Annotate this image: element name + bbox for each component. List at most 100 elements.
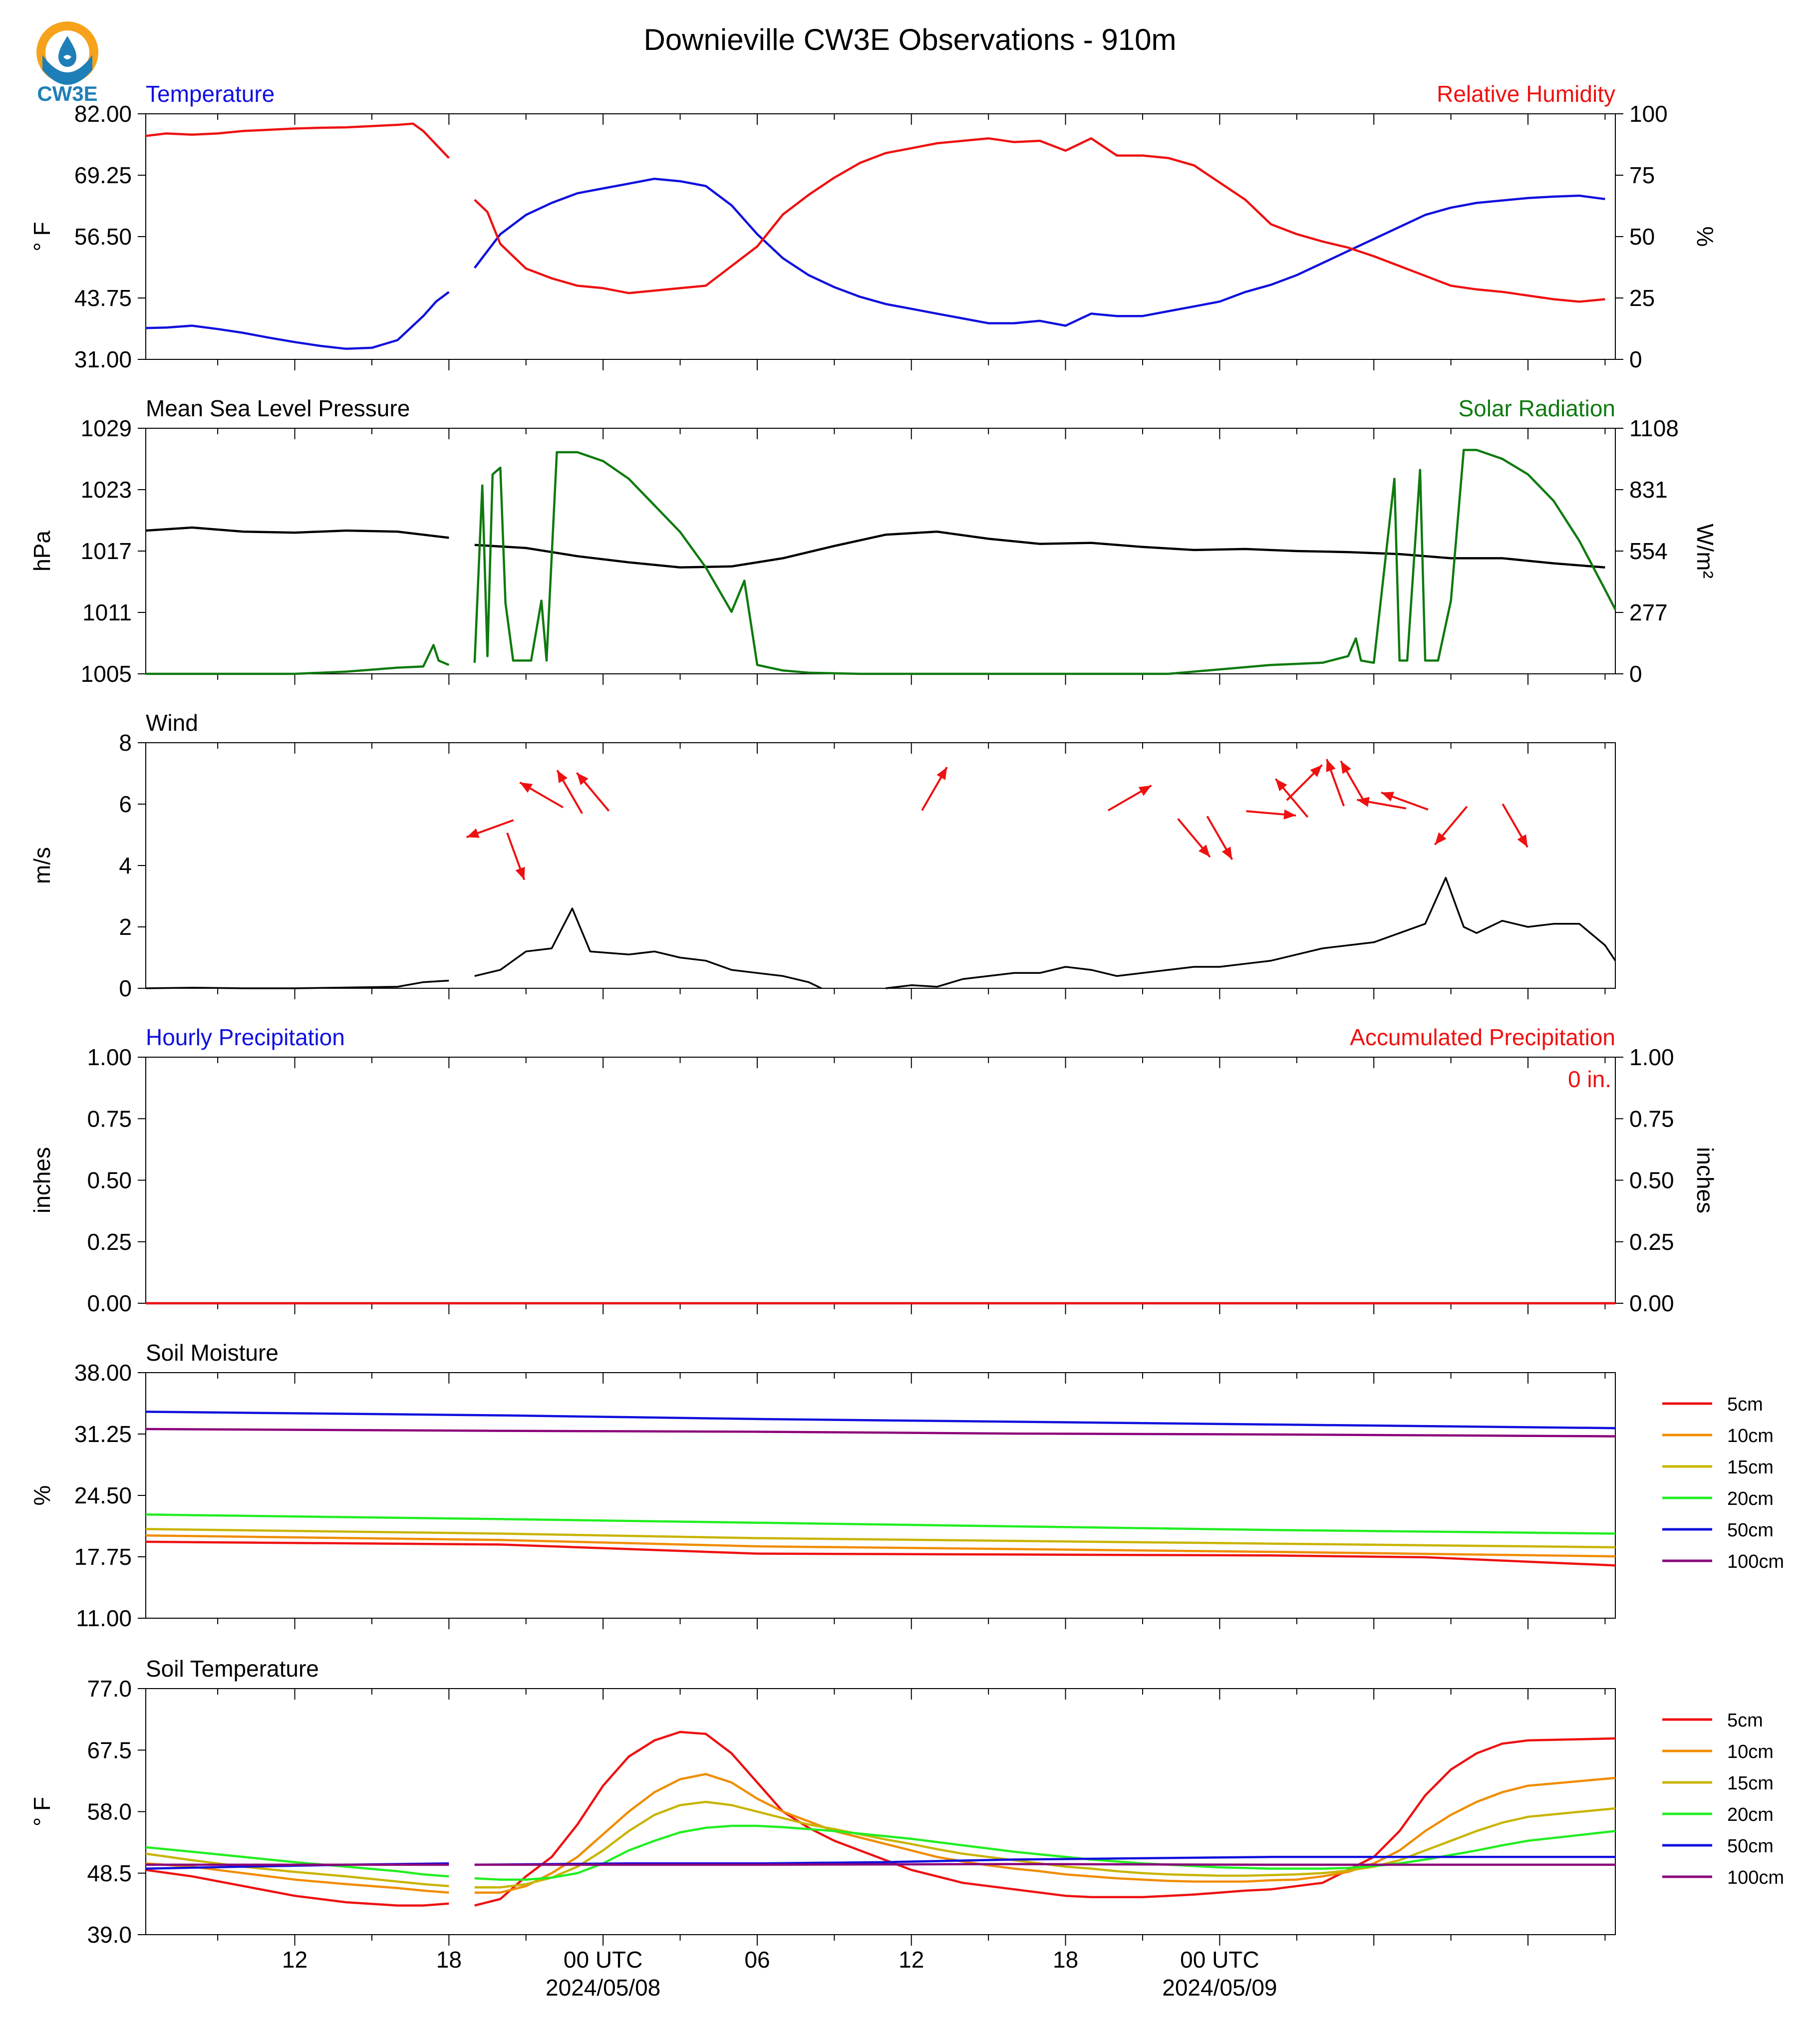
wind-arrows [466, 759, 1529, 880]
panel-2: Mean Sea Level Pressure Solar Radiation 10… [29, 395, 1718, 687]
y-axis-label-right: W/m² [1692, 524, 1718, 579]
plot-frame [145, 1372, 1616, 1619]
series-line-10cm [145, 1534, 1616, 1558]
series-line-10cm [145, 1773, 1616, 1894]
y-tick-label-left: 31.25 [74, 1421, 132, 1447]
x-tick-label: 18 [1053, 1947, 1078, 1973]
legend-label: 20cm [1727, 1804, 1774, 1825]
y-tick-label-left: 0.75 [87, 1106, 132, 1132]
series-line-relative-humidity [145, 122, 1605, 303]
y-axis-label-left: inches [29, 1147, 55, 1213]
panel-title-left: Temperature [146, 81, 275, 107]
series-line-15cm [145, 1528, 1616, 1549]
wind-arrow-head [1357, 797, 1370, 807]
panel-title-right: Solar Radiation [1458, 395, 1615, 421]
droplet-logo-icon: CW3E [36, 21, 98, 105]
x-date-label: 2024/05/09 [1162, 1975, 1277, 2001]
wind-arrow-head [1310, 765, 1322, 777]
legend-label: 15cm [1727, 1773, 1774, 1794]
y-tick-label-left: 43.75 [74, 285, 132, 311]
y-axis-label-left: ° F [29, 1797, 55, 1826]
y-tick-label-left: 38.00 [74, 1360, 132, 1386]
legend-label: 20cm [1727, 1488, 1774, 1509]
y-tick-label-left: 67.5 [87, 1737, 132, 1763]
panel-title-left: Mean Sea Level Pressure [146, 395, 410, 421]
panel-title-left: Wind [146, 710, 198, 736]
y-tick-label-left: 11.00 [76, 1605, 132, 1631]
y-axis-label-left: m/s [29, 847, 55, 884]
wind-arrow-head [1435, 832, 1447, 845]
y-tick-label-left: 6 [119, 791, 132, 817]
y-tick-label-left: 2 [119, 914, 132, 940]
wind-arrow-head [515, 867, 525, 880]
y-tick-label-right: 0.50 [1629, 1167, 1674, 1193]
panel-title-left: Soil Moisture [146, 1340, 279, 1366]
y-tick-label-left: 31.00 [74, 346, 132, 372]
plot-frame [145, 1688, 1616, 1935]
wind-arrow-head [936, 767, 947, 780]
wind-arrow-head [1138, 785, 1152, 796]
wind-arrow-head [557, 770, 568, 783]
y-tick-label-left: 1017 [81, 538, 132, 564]
y-tick-label-right: 554 [1629, 538, 1668, 564]
y-tick-label-left: 1011 [82, 599, 132, 625]
y-tick-label-left: 82.00 [74, 101, 132, 127]
series-line-temperature [145, 177, 1605, 350]
legend-label: 10cm [1727, 1741, 1774, 1762]
logo-text: CW3E [37, 82, 97, 105]
y-tick-label-right: 0 [1629, 661, 1642, 687]
y-tick-label-right: 0.25 [1629, 1229, 1674, 1255]
x-tick-label: 00 UTC [1180, 1947, 1259, 1973]
x-tick-label: 12 [899, 1947, 924, 1973]
panel-title-right: Relative Humidity [1437, 81, 1615, 107]
wind-arrow-head [1341, 761, 1351, 774]
legend-label: 10cm [1727, 1426, 1774, 1447]
x-tick-label: 12 [282, 1947, 307, 1973]
y-tick-label-right: 50 [1629, 224, 1655, 250]
y-tick-label-left: 0.25 [87, 1229, 132, 1255]
y-tick-label-left: 0 [119, 975, 132, 1001]
legend-label: 5cm [1727, 1710, 1763, 1731]
panel-title-left: Hourly Precipitation [146, 1024, 345, 1050]
y-tick-label-right: 75 [1629, 162, 1655, 188]
y-tick-label-left: 1.00 [87, 1044, 132, 1070]
plot-frame [145, 742, 1616, 989]
wind-arrow-head [520, 782, 533, 793]
legend-label: 100cm [1727, 1867, 1784, 1888]
y-tick-label-left: 1023 [81, 477, 132, 503]
panel-5: Soil Moisture 38.00 31.25 24.50 17.75 11.00% 5… [29, 1340, 1784, 1631]
wind-arrow-head [1275, 779, 1287, 792]
legend-label: 50cm [1727, 1520, 1774, 1541]
wind-arrow-head [577, 773, 589, 785]
y-tick-label-left: 24.50 [74, 1482, 132, 1508]
y-axis-label-right: % [1692, 227, 1718, 247]
panel-6: Soil Temperature 77.0 67.5 58.0 48.5 39.0 ° F 5… [29, 1656, 1784, 1948]
y-tick-label-left: 69.25 [74, 162, 132, 188]
panel-4: Hourly Precipitation Accumulated Precipit… [29, 1024, 1718, 1316]
wind-arrow-head [1221, 847, 1232, 860]
y-tick-label-right: 0 [1629, 346, 1642, 372]
y-tick-label-left: 58.0 [87, 1799, 132, 1825]
wind-arrow-head [466, 828, 480, 838]
series-line-wind-speed [145, 876, 1616, 989]
y-tick-label-left: 77.0 [87, 1676, 132, 1702]
y-tick-label-left: 39.0 [87, 1922, 132, 1948]
y-tick-label-left: 8 [119, 730, 132, 756]
series-line-mean-sea-level-pressure [145, 526, 1605, 569]
cw3e-logo: CW3E [27, 15, 107, 105]
series-line-solar-radiation [146, 449, 1616, 675]
x-tick-label: 06 [744, 1947, 770, 1973]
y-tick-label-left: 4 [119, 853, 132, 878]
y-tick-label-right: 831 [1629, 477, 1668, 503]
wind-arrow-head [1381, 792, 1394, 802]
y-axis-label-left: ° F [29, 222, 55, 251]
y-axis-label-left: % [29, 1485, 55, 1506]
figure-title: Downieville CW3E Observations - 910m [643, 23, 1176, 56]
y-tick-label-right: 0.00 [1629, 1290, 1674, 1316]
y-tick-label-left: 0.50 [87, 1167, 132, 1193]
y-tick-label-left: 1029 [81, 415, 132, 441]
plot-frame [145, 1057, 1616, 1304]
series-line-100cm [146, 1863, 1615, 1866]
wind-arrow-head [1198, 845, 1211, 857]
plot-frame [145, 113, 1616, 360]
